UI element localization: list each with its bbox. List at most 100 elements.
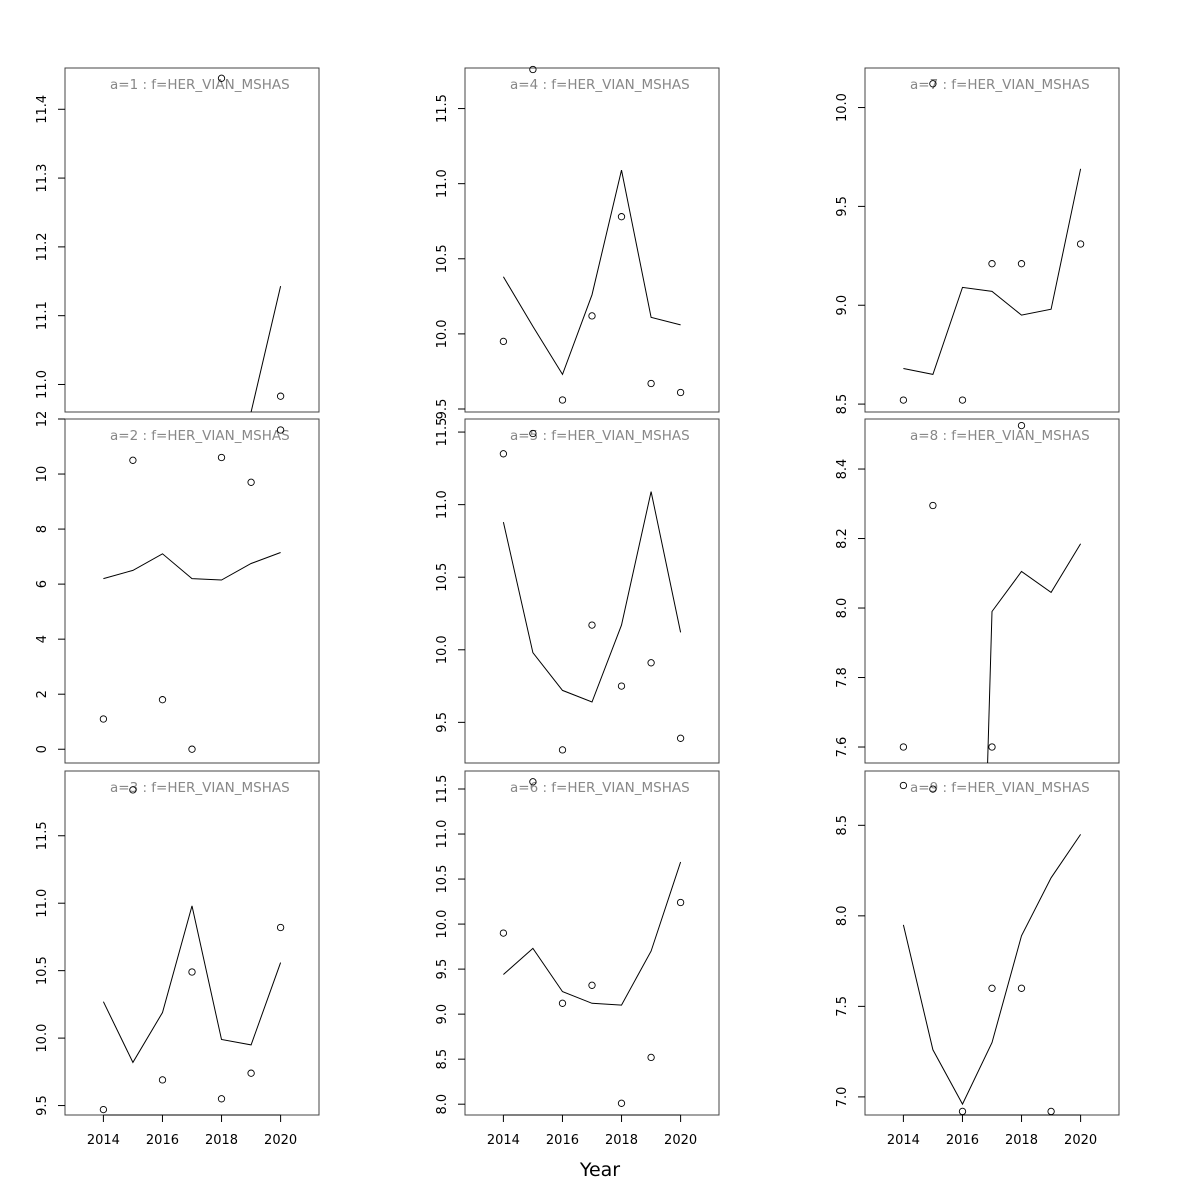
x-tick-label: 2014 [887,1133,920,1148]
x-tick-label: 2020 [1064,1133,1097,1148]
panel-title: a=6 : f=HER_VIAN_MSHAS [510,780,690,796]
y-tick-label: 11.0 [35,889,50,918]
data-point [129,786,137,794]
y-tick-label: 12 [35,411,50,428]
data-point [499,450,508,458]
y-tick-label: 7.0 [835,1087,850,1108]
panel-8: a=8 : f=HER_VIAN_MSHAS 7.6 7.8 8.0 8.2 8.4 [835,418,1120,764]
y-tick-label: 8.5 [835,815,850,836]
y-tick-label: 8.4 [835,459,850,480]
data-point [499,929,508,937]
y-tick-label: 11.4 [35,95,50,124]
data-point [276,426,285,434]
y-tick-label: 8 [35,525,50,533]
y-tick-label: 11.3 [35,164,50,193]
data-point [529,429,537,438]
panel-6: a=6 : f=HER_VIAN_MSHAS 8.0 8.5 9.0 9.5 10.0 10… [435,770,720,1148]
y-tick-label: 8.0 [835,598,850,619]
data-point [99,715,108,723]
panel-9: a=9 : f=HER_VIAN_MSHAS 7.0 7.5 8.0 8.5 2014 20… [835,770,1120,1148]
data-point [676,388,685,397]
y-tick-label: 11.5 [435,94,450,123]
data-point [899,781,908,790]
data-point [529,778,537,786]
data-point [617,1099,626,1107]
y-tick-label: 8.0 [435,1094,450,1115]
y-tick-label: 8.2 [835,528,850,549]
data-point [958,1107,967,1116]
data-point [588,312,596,320]
data-point [676,734,685,742]
series-line [902,834,1082,1106]
y-tick-label: 0 [35,745,50,753]
panel-title: a=3 : f=HER_VIAN_MSHAS [110,780,290,796]
y-tick-label: 11.0 [435,490,450,519]
y-tick-label: 10.0 [435,635,450,664]
y-tick-label: 11.0 [435,820,450,849]
data-point [499,337,508,346]
data-point [529,65,537,74]
data-point [676,898,685,907]
data-point [958,396,967,404]
x-tick-label: 2016 [546,1133,579,1148]
panel-title: a=1 : f=HER_VIAN_MSHAS [110,77,290,93]
y-tick-label: 7.8 [835,667,850,688]
x-tick-label: 2018 [605,1133,638,1148]
data-point [247,478,255,486]
data-point [1076,240,1085,248]
data-point [558,999,567,1007]
data-point [217,453,226,462]
y-tick-label: 11.0 [435,169,450,198]
y-tick-label: 6 [35,580,50,588]
y-tick-label: 10.0 [435,910,450,939]
y-tick-label: 9.5 [835,196,850,217]
series-line [250,285,282,412]
data-point [617,682,626,690]
y-tick-label: 9.5 [435,399,450,420]
y-tick-label: 7.6 [835,737,850,758]
data-point [217,74,226,82]
y-tick-label: 4 [35,635,50,643]
data-point [988,984,996,992]
y-tick-label: 7.5 [835,996,850,1017]
data-point [988,743,996,751]
plot-frame [64,67,320,413]
x-tick-label: 2014 [487,1133,520,1148]
y-tick-label: 9.0 [435,1004,450,1025]
y-tick-label: 11.0 [35,370,50,399]
panel-2: a=2 : f=HER_VIAN_MSHAS 0 2 4 6 8 10 12 [35,411,320,764]
panel-4: a=4 : f=HER_VIAN_MSHAS 9.5 10.0 10.5 11.0 11.… [435,65,720,420]
x-tick-label: 2018 [205,1133,238,1148]
data-point [558,746,567,754]
y-tick-label: 11.1 [35,301,50,330]
series-line [103,552,281,581]
data-point [276,392,285,400]
panel-title: a=9 : f=HER_VIAN_MSHAS [910,780,1090,796]
y-tick-label: 10.5 [435,563,450,592]
y-tick-label: 11.5 [435,418,450,447]
data-point [899,396,908,404]
y-tick-label: 8.5 [435,1049,450,1070]
data-point [588,621,596,629]
data-point [99,1105,108,1114]
plot-frame [464,418,720,764]
y-tick-label: 10.5 [435,244,450,273]
panel-title: a=7 : f=HER_VIAN_MSHAS [910,77,1090,93]
panel-3: a=3 : f=HER_VIAN_MSHAS 9.5 10.0 10.5 11.0 11.… [35,770,320,1148]
panel-title: a=4 : f=HER_VIAN_MSHAS [510,77,690,93]
x-tick-label: 2016 [946,1133,979,1148]
data-point [1017,260,1026,268]
data-point [158,696,167,704]
data-point [929,80,937,88]
y-tick-label: 10.0 [835,93,850,122]
panel-title: a=2 : f=HER_VIAN_MSHAS [110,428,290,444]
series-line [102,905,282,1064]
panel-5: a=5 : f=HER_VIAN_MSHAS 9.5 10.0 10.5 11.0 11.… [435,418,720,764]
series-line [987,543,1082,763]
y-tick-label: 10.0 [435,319,450,348]
data-point [217,1095,226,1103]
y-tick-label: 10.0 [35,1024,50,1053]
x-axis-label: Year [579,1159,621,1181]
plot-frame [64,418,320,764]
